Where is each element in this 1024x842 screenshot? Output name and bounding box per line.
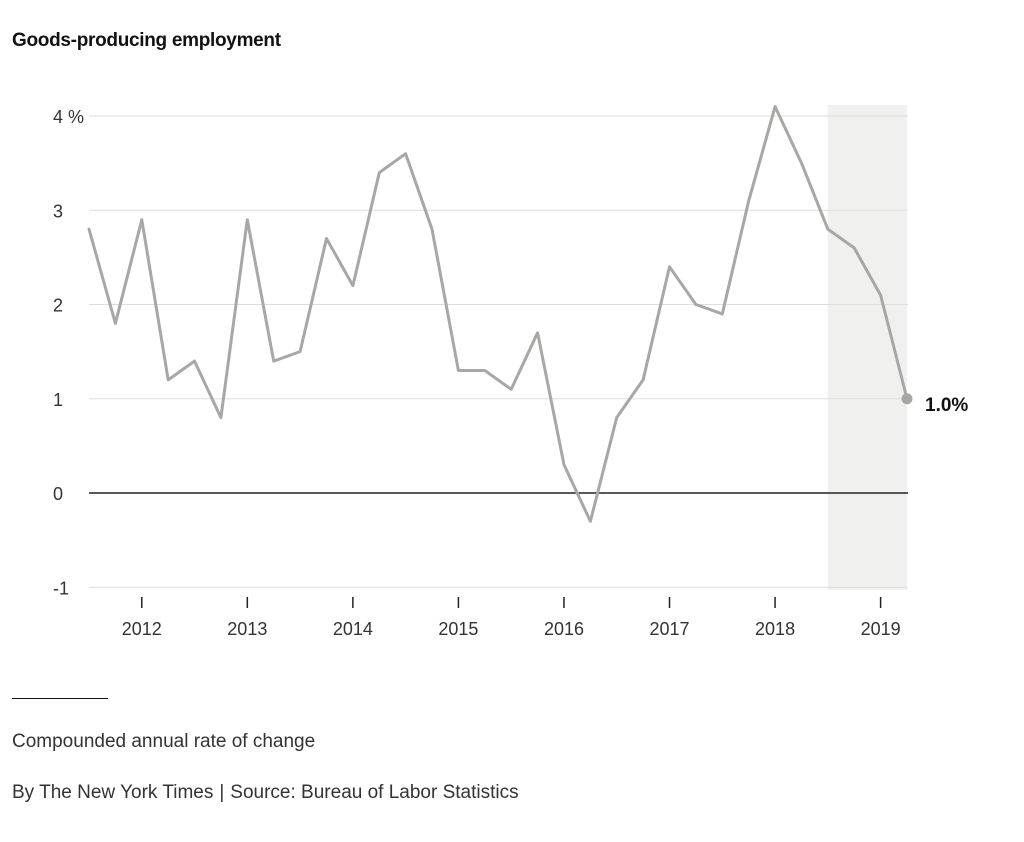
credit-byline: By The New York Times bbox=[12, 782, 214, 803]
x-tick-label: 2014 bbox=[333, 619, 373, 639]
chart-credit: By The New York Times | Source: Bureau of … bbox=[12, 782, 519, 804]
line-chart: -1 0 1 2 3 4 % 2012 2013 2014 2015 2016 2017 2018 201… bbox=[53, 105, 968, 639]
x-tick-label: 2013 bbox=[227, 619, 267, 639]
y-tick-label: -1 bbox=[53, 578, 69, 598]
x-tick-label: 2019 bbox=[861, 619, 901, 639]
series-line bbox=[87, 105, 909, 523]
end-point-marker bbox=[901, 393, 913, 405]
y-tick-label: 1 bbox=[53, 390, 63, 410]
footer-divider bbox=[12, 698, 108, 699]
x-tick-label: 2012 bbox=[122, 619, 162, 639]
x-tick-label: 2017 bbox=[649, 619, 689, 639]
credit-separator: | bbox=[219, 782, 225, 803]
chart-note: Compounded annual rate of change bbox=[12, 731, 316, 752]
end-value-label: 1.0% bbox=[925, 395, 968, 416]
x-tick-label: 2018 bbox=[755, 619, 795, 639]
credit-source: Source: Bureau of Labor Statistics bbox=[230, 782, 519, 803]
x-tick-label: 2015 bbox=[438, 619, 478, 639]
x-tick-label: 2016 bbox=[544, 619, 584, 639]
y-tick-label: 2 bbox=[53, 296, 63, 316]
chart-title: Goods-producing employment bbox=[12, 30, 281, 51]
y-tick-label: 3 bbox=[53, 201, 63, 221]
y-tick-label: 4 % bbox=[53, 107, 84, 127]
y-tick-label: 0 bbox=[53, 484, 63, 504]
